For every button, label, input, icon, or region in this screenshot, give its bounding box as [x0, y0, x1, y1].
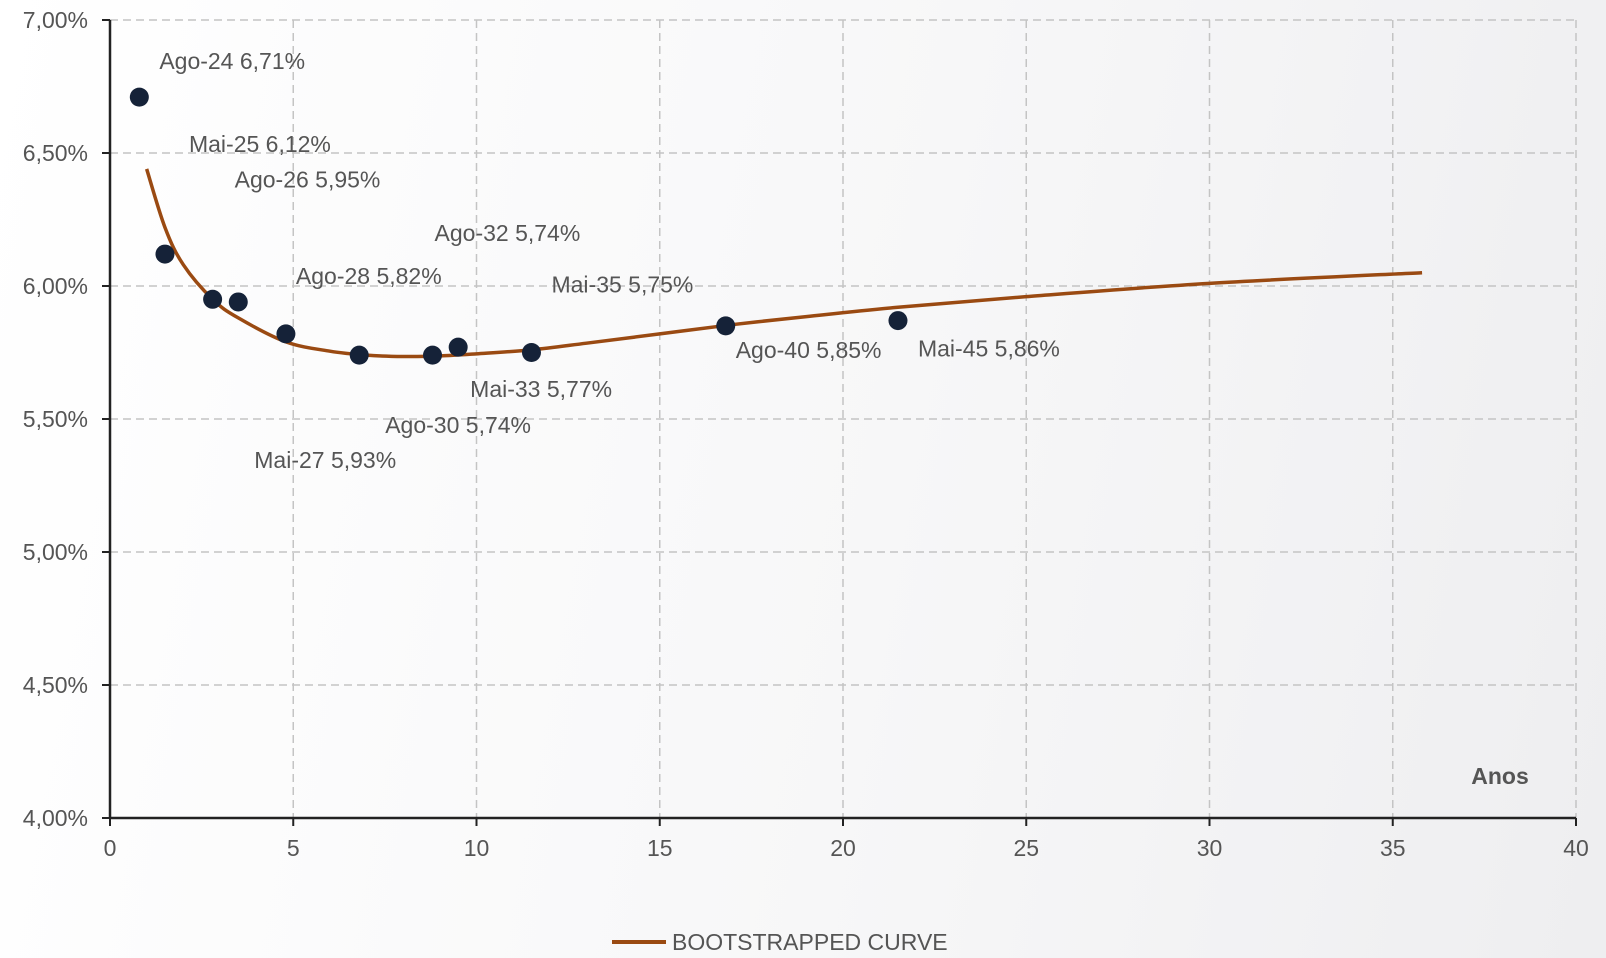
point-label: Ago-30 5,74%: [385, 412, 531, 438]
legend: BOOTSTRAPPED CURVE: [612, 929, 948, 955]
data-point: [448, 337, 468, 357]
x-tick-label: 40: [1563, 835, 1589, 861]
x-tick-labels: 0 5 10 15 20 25 30 35 40: [104, 835, 1589, 861]
y-tick-label: 5,00%: [23, 539, 88, 565]
data-point: [888, 311, 908, 331]
data-points: [129, 87, 908, 365]
x-tick-label: 15: [647, 835, 673, 861]
y-tick-label: 5,50%: [23, 406, 88, 432]
data-point: [276, 324, 296, 344]
point-label: Mai-27 5,93%: [254, 447, 396, 473]
point-label: Mai-25 6,12%: [189, 131, 331, 157]
data-point: [155, 244, 175, 264]
y-tick-label: 6,00%: [23, 273, 88, 299]
point-labels: Ago-24 6,71% Mai-25 6,12% Ago-26 5,95% Mai-…: [159, 48, 1060, 473]
x-tick-label: 10: [464, 835, 490, 861]
y-tick-label: 7,00%: [23, 7, 88, 33]
x-tick-label: 25: [1013, 835, 1039, 861]
data-point: [349, 345, 369, 365]
point-label: Ago-40 5,85%: [736, 337, 882, 363]
bootstrapped-curve-line: [144, 168, 1423, 359]
x-axis-title: Anos: [1471, 763, 1529, 789]
data-point: [228, 292, 248, 312]
legend-label: BOOTSTRAPPED CURVE: [672, 929, 948, 955]
data-point: [129, 87, 149, 107]
bootstrapped-curve-series: [144, 168, 1423, 359]
point-label: Mai-45 5,86%: [918, 336, 1060, 362]
point-label: Ago-24 6,71%: [159, 48, 305, 74]
data-point: [203, 289, 223, 309]
data-point: [716, 316, 736, 336]
y-tick-label: 4,00%: [23, 805, 88, 831]
x-tick-label: 20: [830, 835, 856, 861]
point-label: Mai-35 5,75%: [551, 272, 693, 298]
point-label: Ago-28 5,82%: [296, 263, 442, 289]
grid-lines: [110, 19, 1577, 818]
x-tick-label: 35: [1380, 835, 1406, 861]
x-tick-label: 0: [104, 835, 117, 861]
point-label: Ago-32 5,74%: [435, 220, 581, 246]
y-tick-label: 4,50%: [23, 672, 88, 698]
y-tick-label: 6,50%: [23, 140, 88, 166]
x-tick-label: 5: [287, 835, 300, 861]
x-tick-label: 30: [1197, 835, 1223, 861]
data-point: [521, 343, 541, 362]
y-tick-labels: 4,00% 4,50% 5,00% 5,50% 6,00% 6,50% 7,00%: [23, 7, 88, 831]
axes: [102, 19, 1577, 826]
point-label: Mai-33 5,77%: [470, 376, 612, 402]
data-point: [423, 345, 443, 365]
point-label: Ago-26 5,95%: [235, 166, 381, 192]
